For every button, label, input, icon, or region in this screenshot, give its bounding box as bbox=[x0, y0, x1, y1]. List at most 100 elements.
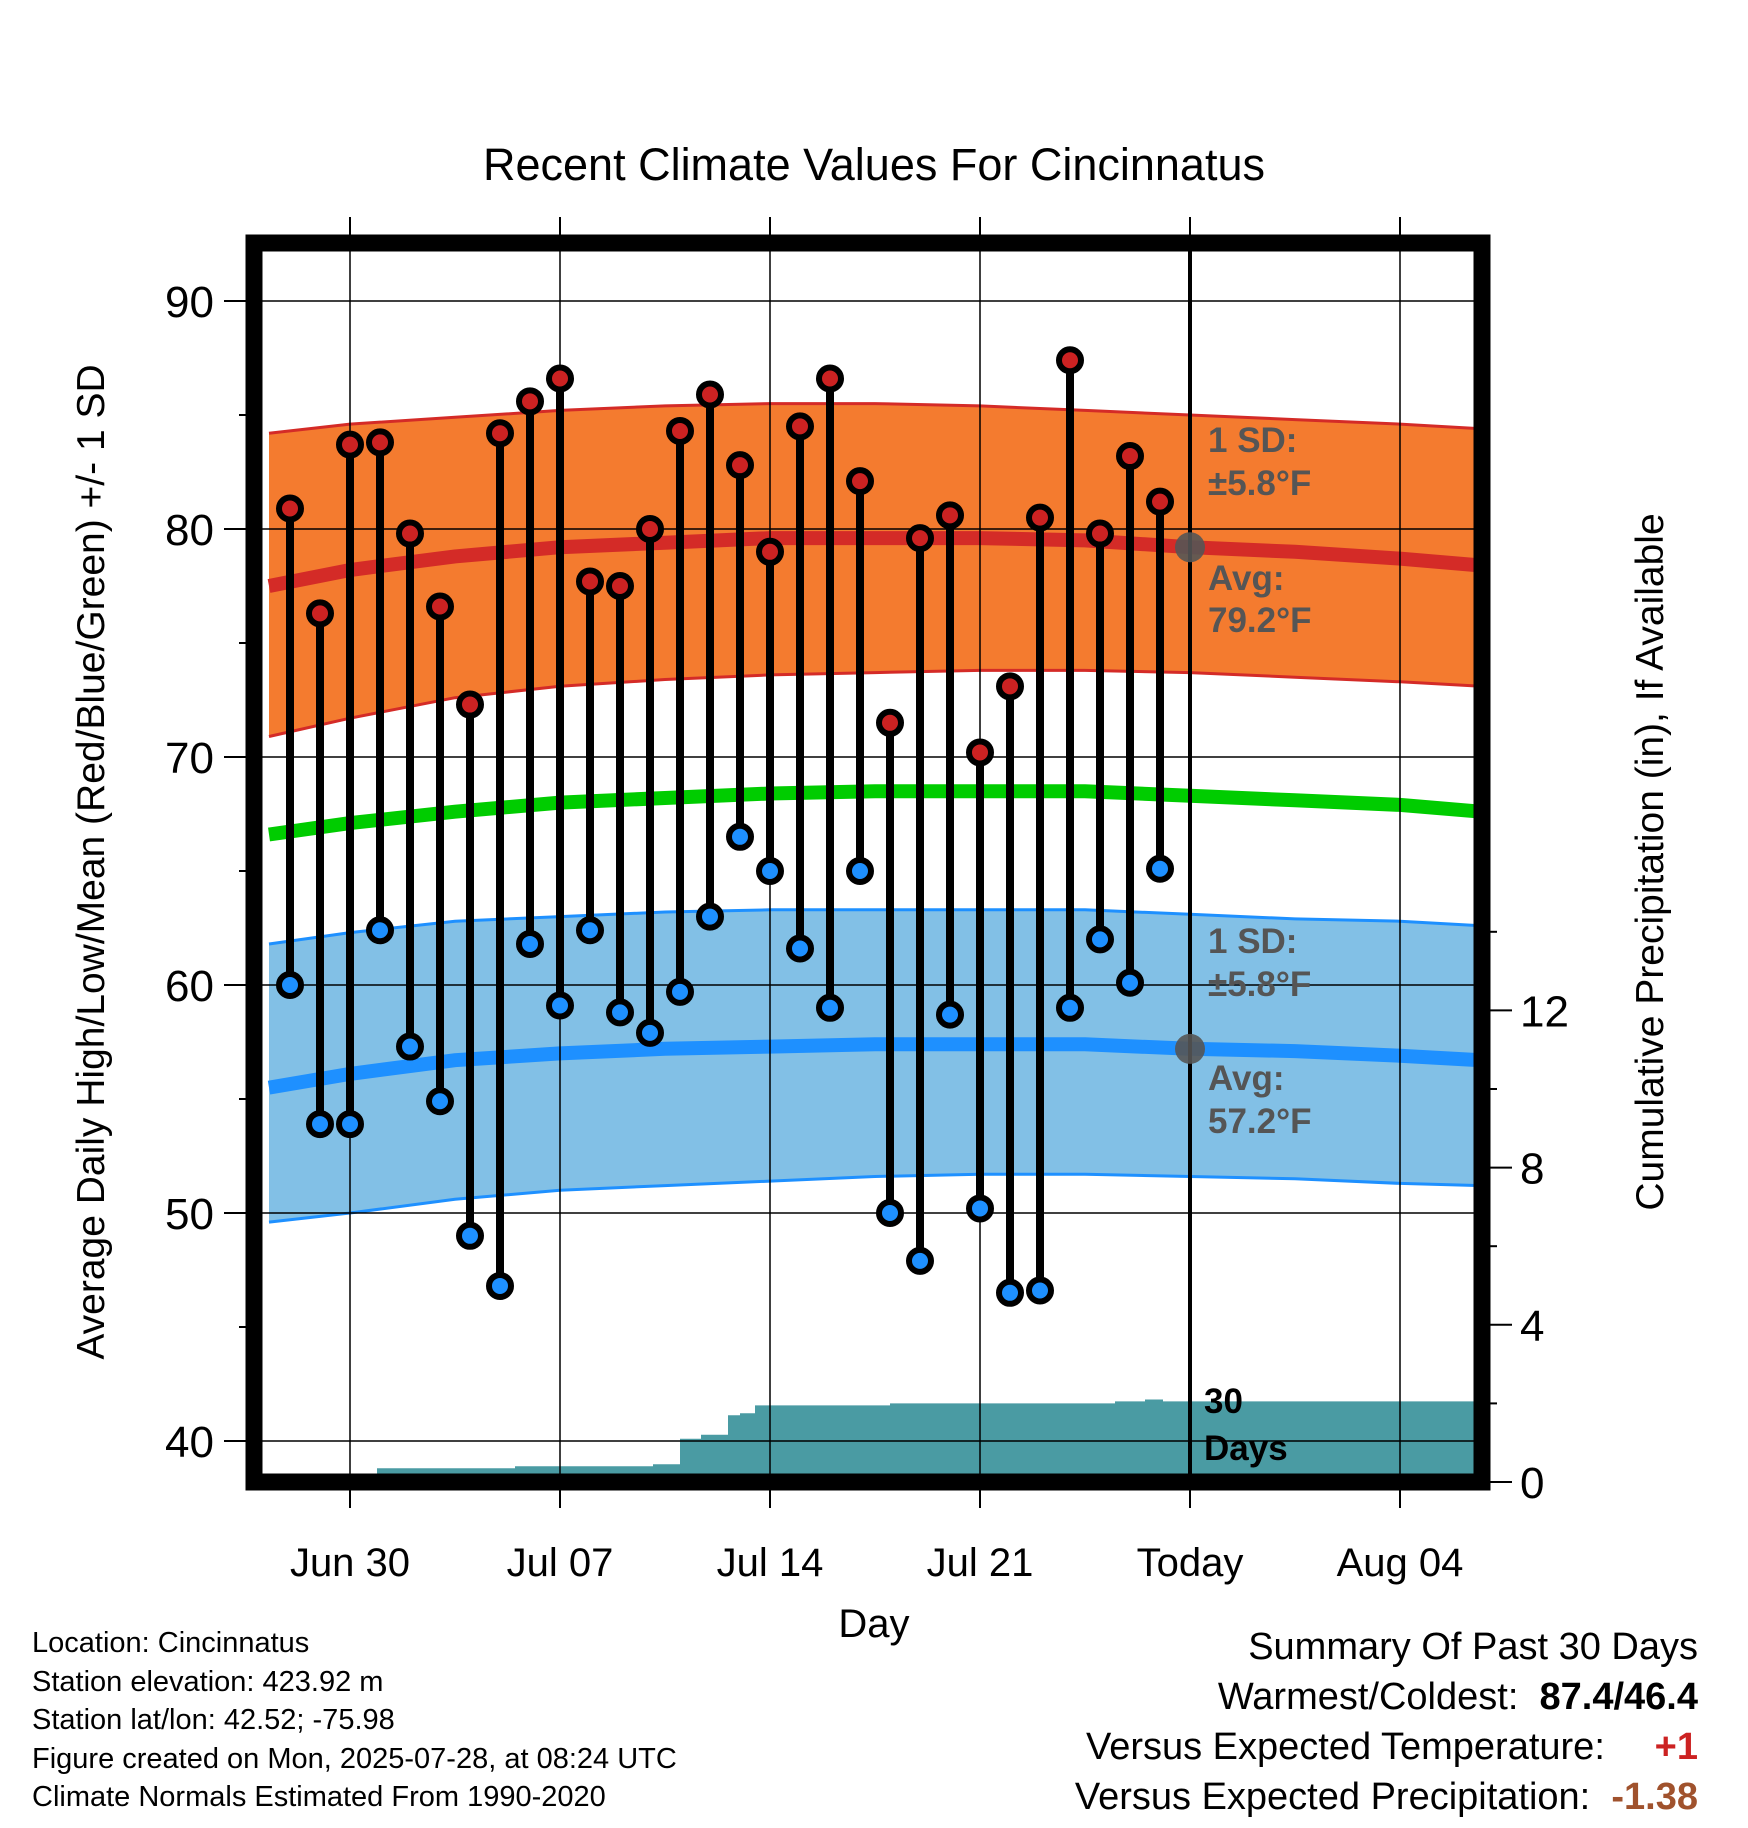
x-tick-label: Aug 04 bbox=[1337, 1541, 1464, 1585]
daily-high-point bbox=[696, 380, 724, 409]
summary-warm-cold-row: Warmest/Coldest: 87.4/46.4 bbox=[1075, 1672, 1698, 1722]
daily-low-point bbox=[1056, 993, 1084, 1022]
temp-value: +1 bbox=[1654, 1726, 1698, 1768]
daily-high-point bbox=[606, 572, 634, 600]
daily-high-point bbox=[936, 501, 964, 530]
daily-low-point bbox=[1146, 854, 1174, 883]
low-sd-band bbox=[269, 909, 1481, 1223]
daily-high-point bbox=[486, 419, 514, 448]
daily-low-point bbox=[996, 1278, 1024, 1307]
high-avg-value: 79.2°F bbox=[1208, 601, 1312, 640]
low-lower-line bbox=[268, 1172, 1482, 1224]
x-tick-label: Jul 07 bbox=[507, 1541, 614, 1585]
daily-low-point bbox=[426, 1087, 454, 1116]
daily-high-point bbox=[1086, 519, 1114, 548]
daily-low-point bbox=[636, 1018, 664, 1047]
high-upper-line bbox=[268, 402, 1482, 435]
y-tick-label: 90 bbox=[165, 278, 214, 327]
daily-low-point bbox=[306, 1110, 334, 1139]
warm-cold-value: 87.4/46.4 bbox=[1539, 1676, 1698, 1718]
daily-low-point bbox=[396, 1032, 424, 1061]
daily-high-point bbox=[1026, 503, 1054, 532]
daily-high-point bbox=[516, 387, 544, 416]
daily-low-point bbox=[876, 1199, 904, 1227]
station-info: Location: Cincinnatus Station elevation:… bbox=[32, 1624, 832, 1817]
summary-title: Summary Of Past 30 Days bbox=[1248, 1626, 1698, 1668]
y2-tick-label: 8 bbox=[1520, 1145, 1544, 1194]
plot-frame bbox=[245, 234, 1491, 1491]
today-avg-low-marker bbox=[1175, 1033, 1205, 1064]
precip-value: -1.38 bbox=[1611, 1776, 1698, 1818]
y-axis-title: Average Daily High/Low/Mean (Red/Blue/Gr… bbox=[70, 364, 113, 1359]
daily-low-point bbox=[486, 1271, 514, 1300]
low-avg-value: 57.2°F bbox=[1208, 1102, 1312, 1141]
y-tick-label: 70 bbox=[165, 734, 214, 783]
summary-precip-row: Versus Expected Precipitation: -1.38 bbox=[1075, 1772, 1698, 1822]
x-tick-label: Jul 14 bbox=[717, 1541, 824, 1585]
daily-low-point bbox=[816, 993, 844, 1022]
daily-low-point bbox=[786, 934, 814, 963]
daily-high-point bbox=[276, 494, 304, 523]
daily-low-point bbox=[696, 902, 724, 931]
avg-low-line bbox=[267, 1037, 1482, 1095]
precip-label: Versus Expected Precipitation: bbox=[1074, 1776, 1591, 1818]
daily-high-point bbox=[666, 416, 694, 445]
high-lower-line bbox=[268, 668, 1482, 738]
high-avg-label: Avg: bbox=[1208, 559, 1284, 598]
x-tick-label: Jun 30 bbox=[290, 1541, 410, 1585]
daily-high-point bbox=[876, 708, 904, 737]
daily-low-point bbox=[576, 916, 604, 945]
avg-high-line bbox=[267, 531, 1482, 593]
high-sd-band bbox=[269, 403, 1481, 737]
daily-high-point bbox=[426, 592, 454, 621]
daily-low-point bbox=[456, 1221, 484, 1250]
x-axis-title: Day bbox=[838, 1602, 909, 1646]
y2-tick-label: 12 bbox=[1520, 987, 1569, 1036]
plot-area bbox=[254, 243, 1482, 1482]
daily-high-point bbox=[756, 537, 784, 566]
daily-high-point bbox=[366, 428, 394, 457]
daily-high-point bbox=[306, 599, 334, 628]
precip-days-count: 30 bbox=[1204, 1382, 1243, 1421]
created-text: Figure created on Mon, 2025-07-28, at 08… bbox=[32, 1742, 677, 1775]
daily-low-point bbox=[966, 1194, 994, 1223]
daily-high-point bbox=[816, 364, 844, 393]
high-sd-value: ±5.8°F bbox=[1208, 464, 1311, 503]
latlon-text: Station lat/lon: 42.52; -75.98 bbox=[32, 1704, 395, 1736]
daily-high-point bbox=[726, 451, 754, 480]
summary-temp-row: Versus Expected Temperature: +1 bbox=[1075, 1722, 1698, 1772]
daily-high-point bbox=[1056, 346, 1084, 375]
daily-high-point bbox=[786, 412, 814, 441]
daily-high-point bbox=[336, 430, 364, 459]
daily-low-point bbox=[546, 991, 574, 1020]
y2-axis-title: Cumulative Precipitation (in), If Availa… bbox=[1629, 513, 1672, 1210]
low-sd-value: ±5.8°F bbox=[1208, 965, 1311, 1004]
daily-low-point bbox=[516, 929, 544, 958]
avg-mean-line bbox=[268, 784, 1482, 842]
daily-high-point bbox=[1146, 487, 1174, 516]
daily-high-point bbox=[576, 567, 604, 596]
daily-low-point bbox=[366, 916, 394, 945]
location-text: Location: Cincinnatus bbox=[32, 1627, 310, 1659]
y-tick-label: 40 bbox=[165, 1418, 214, 1467]
normals-text: Climate Normals Estimated From 1990-2020 bbox=[32, 1781, 606, 1813]
daily-low-point bbox=[1086, 925, 1114, 954]
daily-high-point bbox=[1116, 442, 1144, 471]
daily-low-point bbox=[666, 977, 694, 1006]
y2-tick-label: 0 bbox=[1520, 1459, 1544, 1508]
daily-low-point bbox=[846, 857, 874, 885]
x-tick-label: Jul 21 bbox=[927, 1541, 1034, 1585]
daily-low-point bbox=[336, 1110, 364, 1139]
y-tick-label: 80 bbox=[165, 506, 214, 555]
low-avg-label: Avg: bbox=[1208, 1059, 1284, 1098]
daily-low-point bbox=[906, 1246, 934, 1275]
temp-label: Versus Expected Temperature: bbox=[1085, 1726, 1605, 1768]
today-avg-high-marker bbox=[1175, 532, 1205, 563]
low-upper-line bbox=[268, 908, 1482, 946]
daily-high-point bbox=[456, 690, 484, 719]
daily-high-point bbox=[846, 467, 874, 496]
daily-high-point bbox=[396, 519, 424, 548]
daily-low-point bbox=[936, 1000, 964, 1029]
x-tick-label: Today bbox=[1137, 1541, 1244, 1585]
